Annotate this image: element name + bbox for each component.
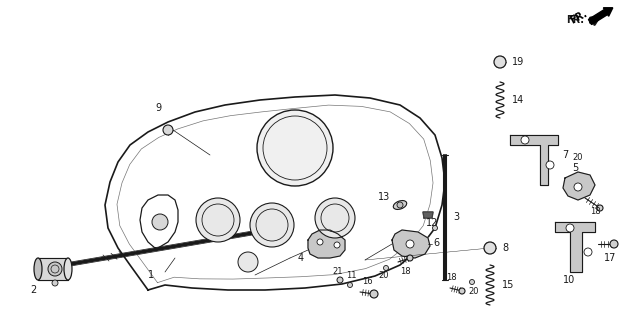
Circle shape (484, 242, 496, 254)
Circle shape (574, 183, 582, 191)
Circle shape (432, 226, 437, 230)
FancyArrow shape (588, 8, 613, 25)
Text: 17: 17 (604, 253, 617, 263)
Polygon shape (510, 135, 558, 185)
Circle shape (317, 239, 323, 245)
Polygon shape (392, 230, 430, 258)
Circle shape (384, 266, 389, 270)
Text: 1: 1 (148, 270, 154, 280)
Circle shape (407, 255, 413, 261)
Circle shape (238, 252, 258, 272)
Text: 15: 15 (502, 280, 514, 290)
Circle shape (610, 240, 618, 248)
Circle shape (566, 224, 574, 232)
Ellipse shape (64, 258, 72, 280)
Circle shape (521, 136, 529, 144)
Circle shape (315, 198, 355, 238)
Text: 3: 3 (453, 212, 459, 222)
Circle shape (370, 290, 378, 298)
Text: 20: 20 (572, 154, 582, 163)
Text: 4: 4 (298, 253, 304, 263)
Text: 16: 16 (362, 277, 373, 286)
Text: 20: 20 (468, 287, 479, 297)
Text: 18: 18 (590, 207, 601, 217)
Circle shape (397, 202, 403, 208)
Circle shape (337, 277, 343, 283)
Polygon shape (423, 212, 433, 218)
Circle shape (257, 110, 333, 186)
Text: 5: 5 (572, 163, 578, 173)
Text: FR.: FR. (568, 8, 588, 26)
Text: 6: 6 (433, 238, 439, 248)
Circle shape (546, 161, 554, 169)
Text: 18: 18 (400, 268, 411, 276)
Text: 7: 7 (562, 150, 568, 160)
Polygon shape (38, 258, 68, 280)
Text: 20: 20 (378, 270, 389, 279)
Text: 10: 10 (563, 275, 575, 285)
Text: 9: 9 (155, 103, 161, 113)
Circle shape (406, 240, 414, 248)
Text: 2: 2 (30, 285, 36, 295)
Text: 11: 11 (346, 270, 356, 279)
Circle shape (334, 242, 340, 248)
Polygon shape (563, 172, 595, 200)
Circle shape (459, 288, 465, 294)
Text: 18: 18 (446, 274, 457, 283)
Circle shape (494, 56, 506, 68)
Text: 13: 13 (378, 192, 390, 202)
Circle shape (48, 262, 62, 276)
Text: 19: 19 (512, 57, 524, 67)
Circle shape (52, 280, 58, 286)
Circle shape (597, 205, 603, 211)
Circle shape (163, 125, 173, 135)
Polygon shape (308, 230, 345, 258)
Text: 12: 12 (426, 218, 439, 228)
Ellipse shape (34, 258, 42, 280)
Ellipse shape (393, 201, 407, 210)
Circle shape (152, 214, 168, 230)
Polygon shape (555, 222, 595, 272)
Text: 21: 21 (332, 268, 343, 276)
Text: FR.: FR. (566, 15, 584, 25)
Circle shape (584, 248, 592, 256)
Text: 8: 8 (502, 243, 508, 253)
Circle shape (469, 279, 474, 284)
Circle shape (348, 283, 353, 287)
Circle shape (196, 198, 240, 242)
Text: 14: 14 (512, 95, 524, 105)
Circle shape (250, 203, 294, 247)
